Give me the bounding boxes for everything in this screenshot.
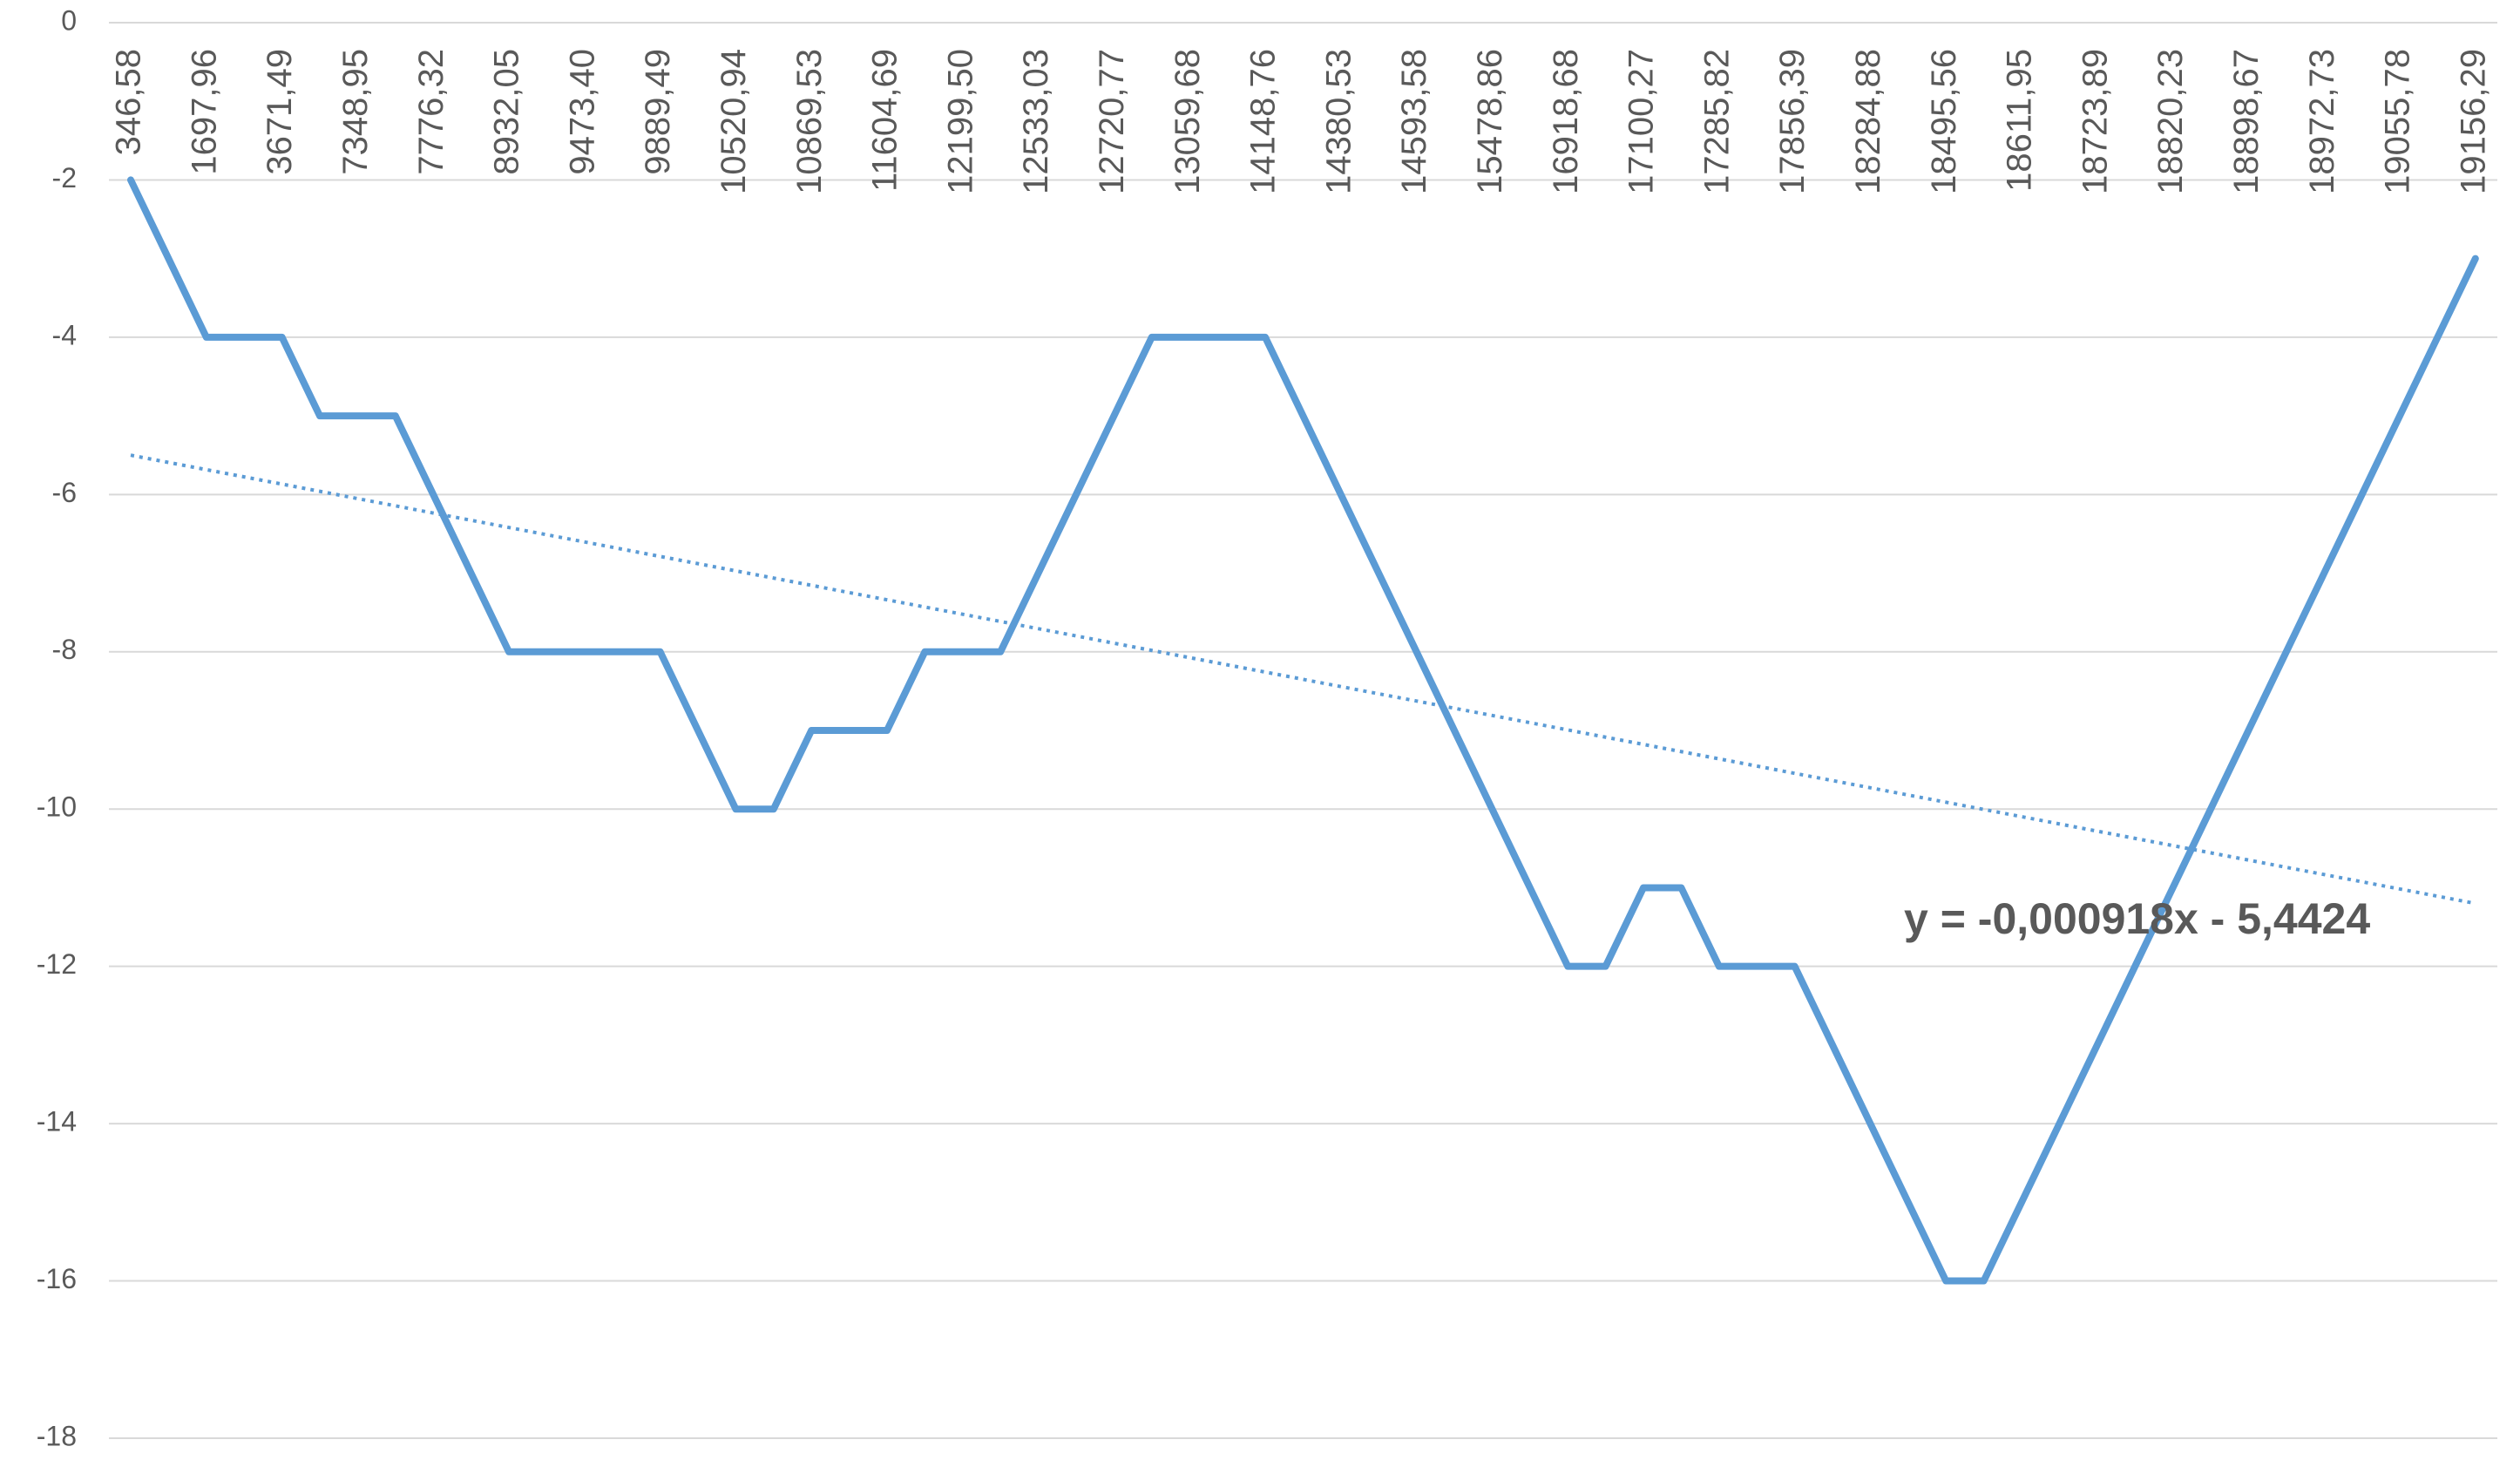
x-tick-label: 12199,50 xyxy=(941,49,979,194)
x-tick-label: 18611,95 xyxy=(2001,49,2039,192)
x-tick-label: 18820,23 xyxy=(2151,49,2190,194)
x-tick-label: 9889,49 xyxy=(639,49,677,175)
x-tick-label: 8932,05 xyxy=(488,49,526,175)
x-tick-label: 9473,40 xyxy=(563,49,601,175)
x-tick-label: 11604,69 xyxy=(866,49,904,192)
x-tick-label: 10869,53 xyxy=(790,49,829,194)
x-tick-label: 17285,82 xyxy=(1697,49,1736,194)
y-tick-label: -18 xyxy=(37,1420,77,1451)
y-tick-label: -6 xyxy=(52,477,77,508)
x-tick-label: 16918,68 xyxy=(1547,49,1585,194)
x-tick-label: 15478,86 xyxy=(1471,49,1509,194)
x-tick-label: 14380,53 xyxy=(1319,49,1358,194)
x-tick-label: 18898,67 xyxy=(2227,49,2266,194)
trendline-equation: y = -0,000918x - 5,4424 xyxy=(1904,894,2370,943)
x-tick-label: 17100,27 xyxy=(1622,49,1661,194)
x-tick-label: 19055,78 xyxy=(2379,49,2417,194)
y-tick-label: -8 xyxy=(52,634,77,665)
y-tick-label: -12 xyxy=(37,948,77,980)
y-tick-label: -2 xyxy=(52,162,77,194)
x-tick-label: 12720,77 xyxy=(1093,49,1131,194)
x-tick-label: 19156,29 xyxy=(2454,49,2492,194)
x-tick-label: 14593,58 xyxy=(1395,49,1433,194)
trendline xyxy=(130,453,2476,906)
x-tick-label: 18284,88 xyxy=(1849,49,1887,194)
y-tick-label: -10 xyxy=(37,791,77,823)
x-tick-label: 18495,56 xyxy=(1925,49,1963,194)
data-line xyxy=(127,176,2479,1285)
x-tick-label: 14148,76 xyxy=(1244,49,1283,194)
x-tick-label: 12533,03 xyxy=(1017,49,1055,194)
x-tick-label: 18723,89 xyxy=(2076,49,2114,194)
y-tick-label: -16 xyxy=(37,1263,77,1294)
x-tick-label: 346,58 xyxy=(110,49,148,155)
x-tick-label: 1697,96 xyxy=(185,49,223,175)
y-tick-label: -4 xyxy=(52,319,77,350)
x-tick-label: 17856,39 xyxy=(1773,49,1812,194)
x-tick-label: 18972,73 xyxy=(2303,49,2341,194)
x-tick-label: 7348,95 xyxy=(336,49,375,175)
y-tick-label: -14 xyxy=(37,1106,77,1137)
x-tick-label: 10520,94 xyxy=(715,49,753,194)
x-tick-label: 7776,32 xyxy=(412,49,450,175)
x-tick-label: 13059,68 xyxy=(1169,49,1207,194)
x-tick-label: 3671,49 xyxy=(261,49,299,175)
y-tick-label: 0 xyxy=(61,4,77,36)
